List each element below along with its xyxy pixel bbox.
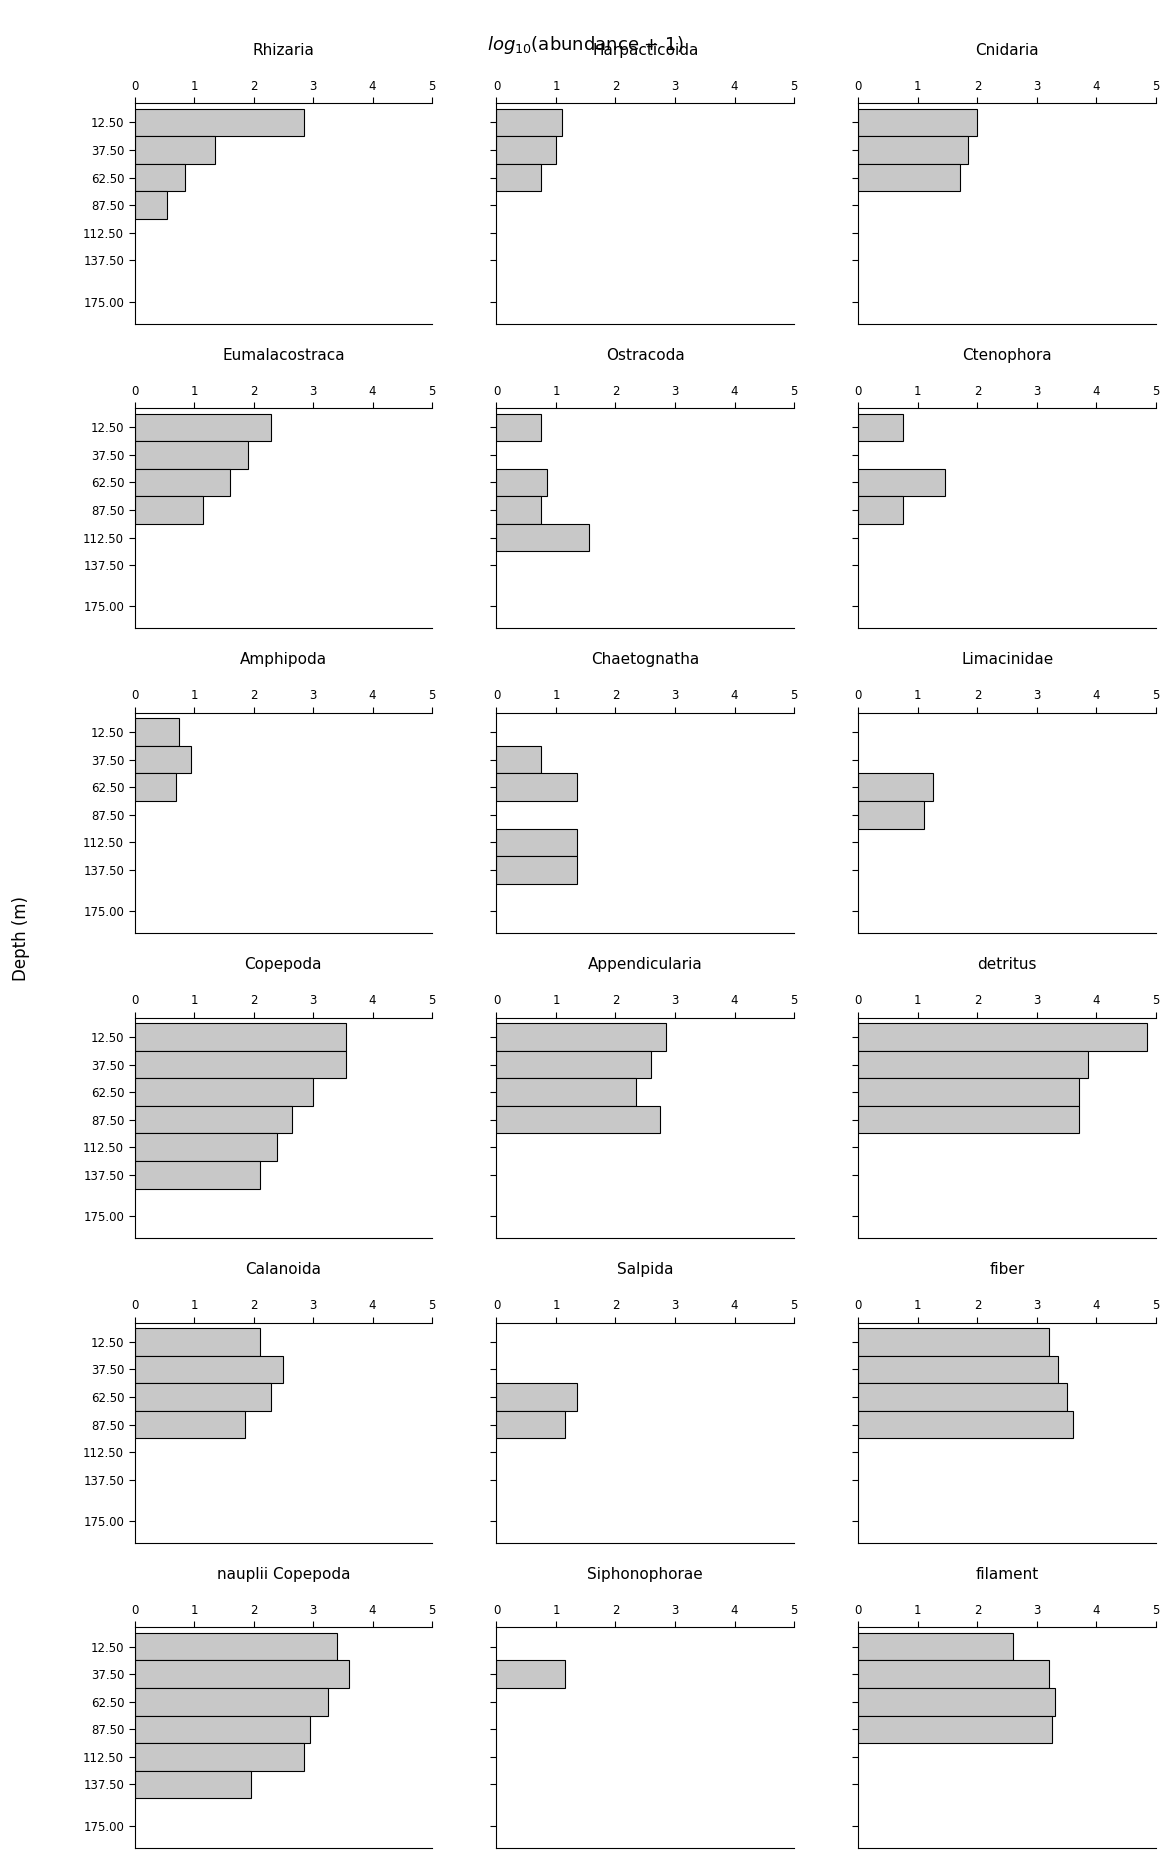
Bar bbox=[496, 1411, 565, 1439]
Title: Rhizaria: Rhizaria bbox=[253, 43, 315, 58]
Title: fiber: fiber bbox=[990, 1263, 1025, 1278]
Bar bbox=[496, 829, 577, 855]
Title: Ctenophora: Ctenophora bbox=[963, 347, 1052, 362]
Title: Eumalacostraca: Eumalacostraca bbox=[222, 347, 345, 362]
Bar bbox=[859, 109, 977, 137]
Bar bbox=[496, 469, 548, 497]
Bar bbox=[859, 163, 959, 191]
Title: Appendicularia: Appendicularia bbox=[587, 957, 703, 972]
Bar bbox=[496, 855, 577, 884]
Bar bbox=[135, 469, 229, 497]
Bar bbox=[135, 1743, 304, 1771]
Bar bbox=[135, 1161, 260, 1189]
Bar bbox=[135, 1079, 314, 1107]
Title: nauplii Copepoda: nauplii Copepoda bbox=[216, 1566, 350, 1581]
Bar bbox=[135, 773, 177, 801]
Bar bbox=[135, 1328, 260, 1356]
Bar bbox=[135, 1022, 346, 1051]
Title: detritus: detritus bbox=[977, 957, 1037, 972]
Bar bbox=[859, 1383, 1067, 1411]
Bar bbox=[135, 413, 271, 441]
Bar bbox=[135, 1688, 328, 1715]
Bar bbox=[859, 1328, 1048, 1356]
Bar bbox=[135, 1660, 349, 1688]
Bar bbox=[496, 413, 541, 441]
Bar bbox=[135, 441, 248, 469]
Title: Siphonophorae: Siphonophorae bbox=[587, 1566, 703, 1581]
Bar bbox=[859, 469, 944, 497]
Bar bbox=[135, 1383, 271, 1411]
Bar bbox=[135, 137, 215, 163]
Bar bbox=[859, 1356, 1058, 1383]
Bar bbox=[135, 1107, 292, 1133]
Bar bbox=[859, 413, 903, 441]
Bar bbox=[496, 497, 541, 523]
Bar bbox=[496, 1022, 666, 1051]
Text: $\mathit{log}_{10}$(abundance + 1): $\mathit{log}_{10}$(abundance + 1) bbox=[487, 34, 683, 56]
Bar bbox=[496, 1079, 636, 1107]
Bar bbox=[496, 773, 577, 801]
Bar bbox=[859, 137, 969, 163]
Bar bbox=[135, 1632, 337, 1660]
Bar bbox=[859, 801, 924, 829]
Bar bbox=[859, 1632, 1013, 1660]
Title: Limacinidae: Limacinidae bbox=[961, 653, 1053, 668]
Title: Calanoida: Calanoida bbox=[246, 1263, 322, 1278]
Bar bbox=[135, 191, 167, 219]
Title: Chaetognatha: Chaetognatha bbox=[591, 653, 700, 668]
Bar bbox=[135, 1771, 250, 1799]
Bar bbox=[859, 1051, 1088, 1079]
Title: filament: filament bbox=[976, 1566, 1039, 1581]
Bar bbox=[496, 1051, 652, 1079]
Bar bbox=[135, 109, 304, 137]
Bar bbox=[135, 1715, 310, 1743]
Bar bbox=[135, 1051, 346, 1079]
Bar bbox=[859, 497, 903, 523]
Bar bbox=[135, 1133, 277, 1161]
Bar bbox=[859, 1079, 1079, 1107]
Bar bbox=[135, 497, 202, 523]
Bar bbox=[496, 747, 541, 773]
Bar bbox=[135, 163, 185, 191]
Title: Harpacticoida: Harpacticoida bbox=[592, 43, 698, 58]
Bar bbox=[496, 109, 562, 137]
Bar bbox=[496, 137, 556, 163]
Bar bbox=[496, 163, 541, 191]
Bar bbox=[135, 719, 179, 747]
Bar bbox=[135, 1356, 283, 1383]
Bar bbox=[135, 747, 191, 773]
Title: Salpida: Salpida bbox=[617, 1263, 674, 1278]
Bar bbox=[859, 1411, 1073, 1439]
Bar bbox=[496, 1383, 577, 1411]
Text: Depth (m): Depth (m) bbox=[12, 895, 30, 981]
Title: Copepoda: Copepoda bbox=[245, 957, 322, 972]
Title: Amphipoda: Amphipoda bbox=[240, 653, 326, 668]
Bar bbox=[496, 1107, 660, 1133]
Title: Ostracoda: Ostracoda bbox=[606, 347, 684, 362]
Bar bbox=[859, 1107, 1079, 1133]
Title: Cnidaria: Cnidaria bbox=[976, 43, 1039, 58]
Bar bbox=[496, 523, 589, 552]
Bar bbox=[859, 1688, 1055, 1715]
Bar bbox=[859, 1660, 1048, 1688]
Bar bbox=[135, 1411, 245, 1439]
Bar bbox=[496, 1660, 565, 1688]
Bar bbox=[859, 773, 932, 801]
Bar bbox=[859, 1715, 1052, 1743]
Bar bbox=[859, 1022, 1147, 1051]
